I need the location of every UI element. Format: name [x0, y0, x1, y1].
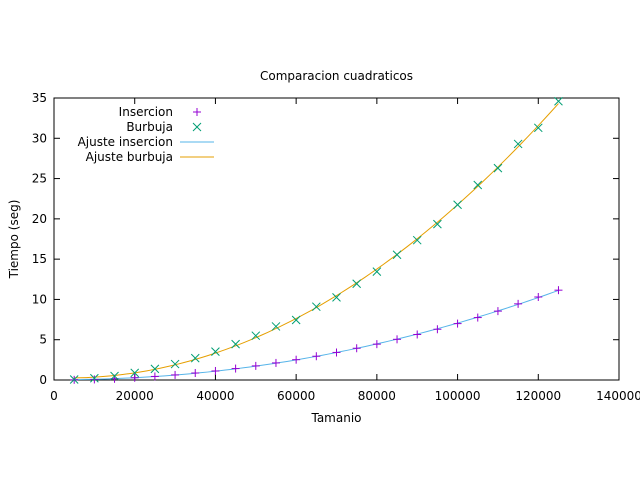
x-tick-label: 20000	[116, 389, 154, 403]
point-burbuja	[251, 331, 261, 341]
point-insercion	[150, 372, 159, 381]
point-burbuja	[453, 200, 462, 210]
point-insercion	[514, 299, 523, 308]
y-axis-label: Tiempo (seg)	[7, 200, 21, 280]
point-burbuja	[412, 235, 422, 245]
point-insercion	[554, 286, 563, 295]
point-burbuja	[130, 368, 140, 378]
point-insercion	[534, 293, 543, 302]
point-insercion	[251, 361, 260, 370]
y-tick-label: 10	[32, 292, 47, 306]
point-burbuja	[110, 371, 119, 381]
point-burbuja	[211, 347, 220, 356]
x-tick-label: 40000	[196, 389, 234, 403]
x-tick-label: 60000	[277, 389, 315, 403]
plot-frame	[53, 97, 620, 381]
point-insercion	[372, 340, 381, 349]
legend-sample-burbuja	[192, 122, 202, 132]
y-tick-label: 0	[39, 373, 47, 387]
point-burbuja	[170, 359, 180, 369]
point-burbuja	[493, 163, 503, 173]
point-insercion	[211, 366, 220, 375]
point-insercion	[292, 355, 301, 364]
point-burbuja	[473, 180, 483, 190]
y-tick-label: 30	[32, 131, 47, 145]
point-insercion	[312, 352, 321, 361]
point-burbuja	[533, 123, 543, 133]
point-insercion	[231, 364, 240, 373]
point-burbuja	[291, 315, 301, 325]
x-tick-label: 0	[50, 389, 58, 403]
point-burbuja	[352, 279, 362, 289]
y-tick-label: 25	[32, 172, 47, 186]
point-burbuja	[554, 96, 563, 106]
point-insercion	[493, 307, 502, 316]
point-burbuja	[392, 250, 402, 260]
point-insercion	[271, 358, 280, 367]
point-burbuja	[513, 139, 523, 149]
point-insercion	[393, 335, 402, 344]
point-insercion	[171, 370, 180, 379]
point-burbuja	[271, 322, 281, 331]
data-points	[69, 96, 563, 384]
point-burbuja	[332, 293, 341, 302]
point-burbuja	[190, 353, 200, 363]
point-burbuja	[311, 302, 321, 312]
point-insercion	[130, 373, 139, 382]
point-insercion	[453, 319, 462, 328]
point-insercion	[332, 348, 341, 357]
point-insercion	[473, 313, 482, 322]
point-burbuja	[150, 364, 160, 374]
legend-label-insercion: Insercion	[119, 105, 173, 119]
point-insercion	[191, 368, 200, 377]
x-tick-label: 100000	[435, 389, 481, 403]
chart-title: Comparacion cuadraticos	[260, 69, 413, 83]
point-insercion	[413, 330, 422, 339]
point-burbuja	[90, 373, 99, 383]
point-insercion	[352, 344, 361, 353]
y-tick-label: 20	[32, 212, 47, 226]
y-tick-label: 5	[39, 333, 47, 347]
legend-sample-insercion	[193, 108, 201, 116]
point-burbuja	[231, 339, 240, 349]
y-axis-ticks: 0 5 10 15 20 25 30 35	[32, 91, 619, 387]
x-tick-label: 140000	[596, 389, 640, 403]
legend-label-ajuste-insercion: Ajuste insercion	[78, 135, 173, 149]
legend-samples	[180, 108, 214, 158]
y-tick-label: 35	[32, 91, 47, 105]
legend-label-ajuste-burbuja: Ajuste burbuja	[86, 150, 173, 164]
x-tick-label: 80000	[358, 389, 396, 403]
y-tick-label: 15	[32, 252, 47, 266]
point-insercion	[90, 375, 99, 384]
point-burbuja	[69, 375, 79, 384]
fit-line-ajuste-insercion	[74, 289, 559, 381]
point-insercion	[433, 325, 442, 334]
point-burbuja	[433, 219, 442, 229]
x-axis-ticks: 0 20000 40000 60000 80000 100000 120000 140000	[50, 98, 640, 403]
point-burbuja	[372, 267, 382, 276]
legend: Insercion Burbuja Ajuste insercion Ajust…	[78, 105, 214, 164]
x-tick-label: 120000	[515, 389, 561, 403]
legend-label-burbuja: Burbuja	[126, 120, 173, 134]
x-axis-label: Tamanio	[310, 411, 361, 425]
